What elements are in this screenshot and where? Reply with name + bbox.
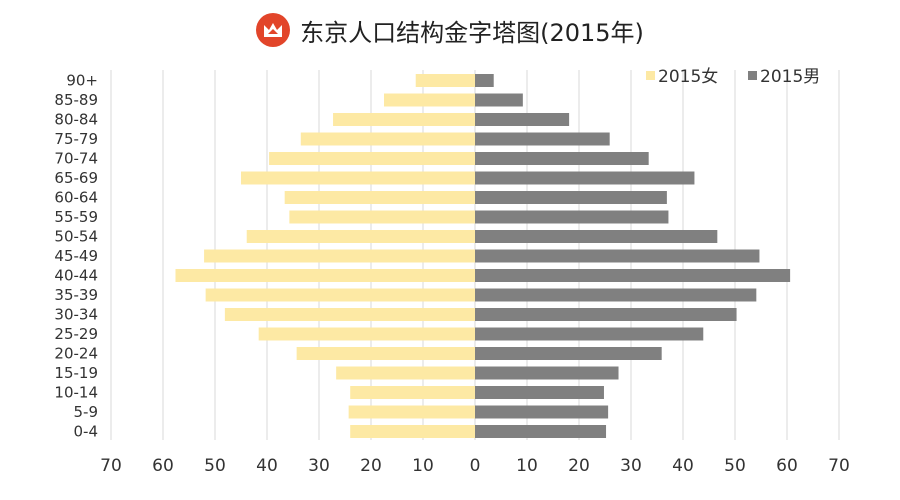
y-category-label: 40-44 [54,267,98,285]
x-tick-label: 30 [620,456,642,476]
x-tick-label: 70 [828,456,850,476]
bar-male [475,249,760,263]
bar-male [475,327,704,341]
bar-female [258,327,475,341]
legend-swatch [646,71,655,80]
brand-logo-icon [256,13,291,47]
bar-female [269,152,475,165]
bar-male [475,405,609,419]
x-tick-label: 10 [412,456,434,476]
bar-female [348,405,475,419]
bar-female [205,288,475,302]
y-category-label: 90+ [66,72,98,90]
x-tick-label: 0 [470,456,481,476]
bar-female [336,366,475,380]
bar-male [475,132,610,146]
chart-title: 东京人口结构金字塔图(2015年) [300,18,644,47]
x-tick-label: 20 [568,456,590,476]
bar-male [475,308,737,321]
y-category-label: 80-84 [54,111,98,129]
y-category-label: 45-49 [54,247,98,265]
bar-male [475,366,619,380]
y-category-label: 30-34 [54,306,98,324]
bar-female [175,269,476,282]
x-tick-label: 40 [256,456,278,476]
bar-male [475,230,718,243]
bar-female [350,425,475,438]
bar-female [350,386,475,399]
legend-swatch [748,71,757,80]
y-category-label: 35-39 [54,286,98,304]
y-category-label: 15-19 [54,364,98,382]
bar-female [415,74,475,87]
bar-male [475,93,523,107]
title-row: 东京人口结构金字塔图(2015年) [0,12,900,48]
y-category-label: 60-64 [54,189,98,207]
bar-male [475,347,662,360]
x-tick-label: 60 [152,456,174,476]
logo-glyph-icon [264,23,283,37]
bar-male [475,74,494,87]
y-category-label: 75-79 [54,130,98,148]
y-category-label: 65-69 [54,169,98,187]
bar-male [475,152,649,165]
x-tick-label: 10 [516,456,538,476]
bar-female [224,308,475,321]
x-tick-label: 50 [204,456,226,476]
bar-female [289,210,475,224]
bar-male [475,113,570,126]
y-category-label: 55-59 [54,208,98,226]
bar-male [475,191,667,204]
legend-label: 2015女 [658,67,718,87]
y-category-label: 0-4 [74,423,99,441]
y-category-label: 10-14 [54,384,98,402]
x-tick-label: 60 [776,456,798,476]
x-tick-label: 70 [100,456,122,476]
y-category-label: 70-74 [54,150,98,168]
y-category-label: 5-9 [74,403,99,421]
bar-female [204,249,475,263]
y-category-label: 20-24 [54,345,98,363]
bar-male [475,171,695,185]
bar-female [296,347,475,360]
bar-female [246,230,475,243]
y-category-label: 50-54 [54,228,98,246]
bar-female [333,113,475,126]
y-category-label: 85-89 [54,91,98,109]
bar-female [284,191,475,204]
bar-female [241,171,475,185]
x-tick-label: 40 [672,456,694,476]
bar-male [475,210,669,224]
bar-female [384,93,475,107]
bar-male [475,269,791,282]
x-tick-label: 30 [308,456,330,476]
bar-female [300,132,475,146]
bar-male [475,386,604,399]
x-tick-label: 50 [724,456,746,476]
y-category-label: 25-29 [54,325,98,343]
x-tick-label: 20 [360,456,382,476]
legend-label: 2015男 [760,67,820,87]
bar-male [475,288,757,302]
bar-male [475,425,607,438]
